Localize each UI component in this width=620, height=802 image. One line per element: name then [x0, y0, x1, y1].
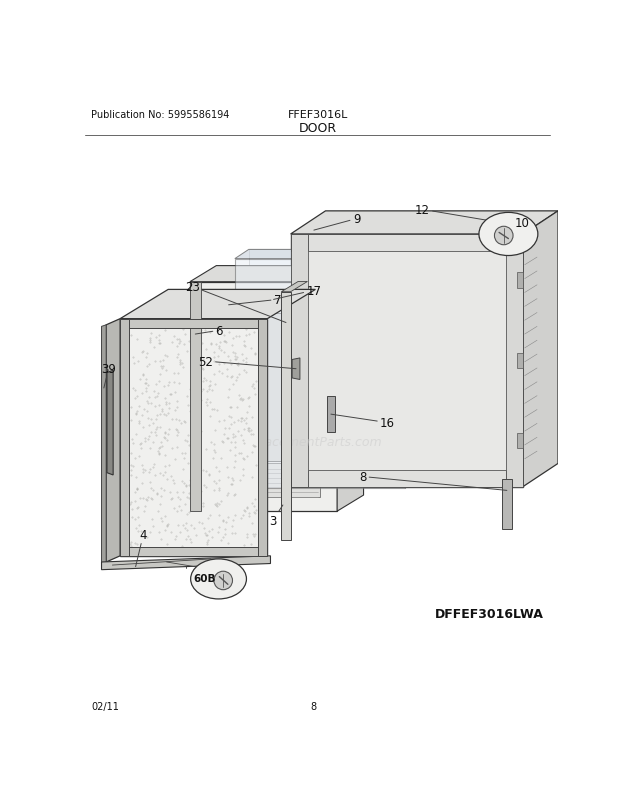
Circle shape: [214, 572, 232, 590]
Polygon shape: [517, 353, 523, 368]
Polygon shape: [281, 282, 308, 293]
Text: 7: 7: [229, 294, 281, 306]
Polygon shape: [506, 235, 523, 487]
Polygon shape: [102, 556, 270, 570]
Text: 4: 4: [136, 528, 147, 567]
Polygon shape: [337, 266, 363, 512]
Text: 17: 17: [273, 285, 321, 300]
Polygon shape: [292, 358, 300, 380]
Text: 6: 6: [195, 324, 223, 338]
Polygon shape: [190, 266, 363, 282]
Polygon shape: [190, 282, 201, 512]
Polygon shape: [249, 250, 419, 480]
Text: 52: 52: [198, 355, 296, 369]
Text: 8: 8: [311, 702, 317, 711]
Text: DOOR: DOOR: [299, 122, 337, 135]
Polygon shape: [207, 464, 320, 498]
Polygon shape: [207, 313, 320, 461]
Polygon shape: [405, 250, 419, 488]
Text: 23: 23: [0, 801, 1, 802]
Polygon shape: [502, 480, 512, 529]
Polygon shape: [120, 547, 267, 556]
Polygon shape: [190, 282, 337, 512]
Text: 10: 10: [515, 217, 529, 229]
Polygon shape: [559, 277, 567, 464]
Polygon shape: [517, 273, 523, 289]
Polygon shape: [291, 470, 523, 487]
Polygon shape: [107, 371, 113, 476]
Text: 16: 16: [331, 415, 395, 430]
Polygon shape: [120, 290, 316, 319]
Polygon shape: [258, 319, 267, 556]
Polygon shape: [281, 293, 291, 541]
Text: 60B: 60B: [193, 573, 216, 583]
Text: 39: 39: [101, 363, 116, 388]
Polygon shape: [308, 252, 506, 470]
Polygon shape: [291, 235, 308, 487]
Polygon shape: [517, 433, 523, 448]
Text: eReplacementParts.com: eReplacementParts.com: [230, 435, 383, 449]
Polygon shape: [235, 250, 419, 259]
Text: FFEF3016L: FFEF3016L: [288, 110, 348, 120]
Polygon shape: [120, 319, 267, 329]
Circle shape: [495, 227, 513, 245]
Text: 02/11: 02/11: [92, 702, 119, 711]
Text: 8: 8: [359, 471, 507, 491]
Text: 23: 23: [185, 281, 286, 323]
Polygon shape: [120, 319, 130, 556]
Polygon shape: [291, 235, 523, 487]
Text: 12: 12: [415, 204, 500, 223]
Text: 3: 3: [269, 505, 283, 527]
Polygon shape: [102, 326, 106, 564]
Polygon shape: [120, 319, 267, 556]
Polygon shape: [291, 212, 558, 235]
Text: Publication No: 5995586194: Publication No: 5995586194: [92, 110, 230, 120]
Polygon shape: [235, 259, 405, 488]
Polygon shape: [327, 396, 335, 432]
Ellipse shape: [479, 213, 538, 256]
Ellipse shape: [190, 559, 247, 599]
Text: 9: 9: [314, 213, 360, 231]
Polygon shape: [523, 212, 558, 487]
Polygon shape: [106, 319, 120, 562]
Text: DFFEF3016LWA: DFFEF3016LWA: [435, 608, 544, 621]
Polygon shape: [291, 235, 523, 252]
